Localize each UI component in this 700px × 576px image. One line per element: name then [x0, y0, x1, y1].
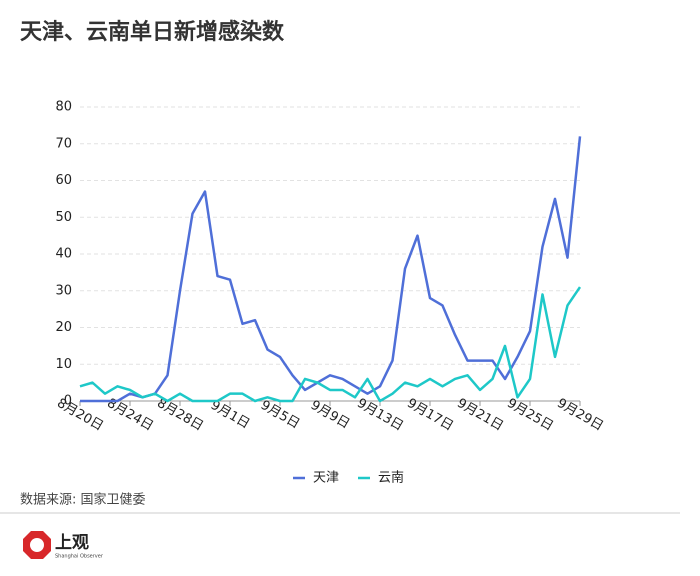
logo-icon-inner [30, 538, 44, 552]
y-tick-label: 10 [55, 357, 72, 372]
brand: 上观 [55, 533, 89, 553]
y-tick-label: 30 [55, 283, 72, 298]
source: 数据来源: 国家卫健委 [20, 492, 146, 508]
y-tick-label: 0 [64, 394, 72, 409]
y-tick-label: 40 [55, 247, 72, 262]
chart-title: 天津、云南单日新增感染数 [20, 19, 285, 45]
brand-en: Shanghai Observer [55, 554, 104, 560]
logo: 上观 Shanghai Observer [23, 531, 104, 560]
y-tick-label: 20 [55, 320, 72, 335]
y-tick-label: 70 [55, 136, 72, 151]
y-tick-label: 60 [55, 173, 72, 188]
legend-label: 天津 [313, 471, 339, 486]
line-series [80, 136, 582, 403]
legend-label: 云南 [378, 470, 404, 486]
line-series [79, 286, 582, 403]
y-tick-label: 80 [55, 100, 72, 115]
y-tick-label: 50 [55, 210, 72, 225]
